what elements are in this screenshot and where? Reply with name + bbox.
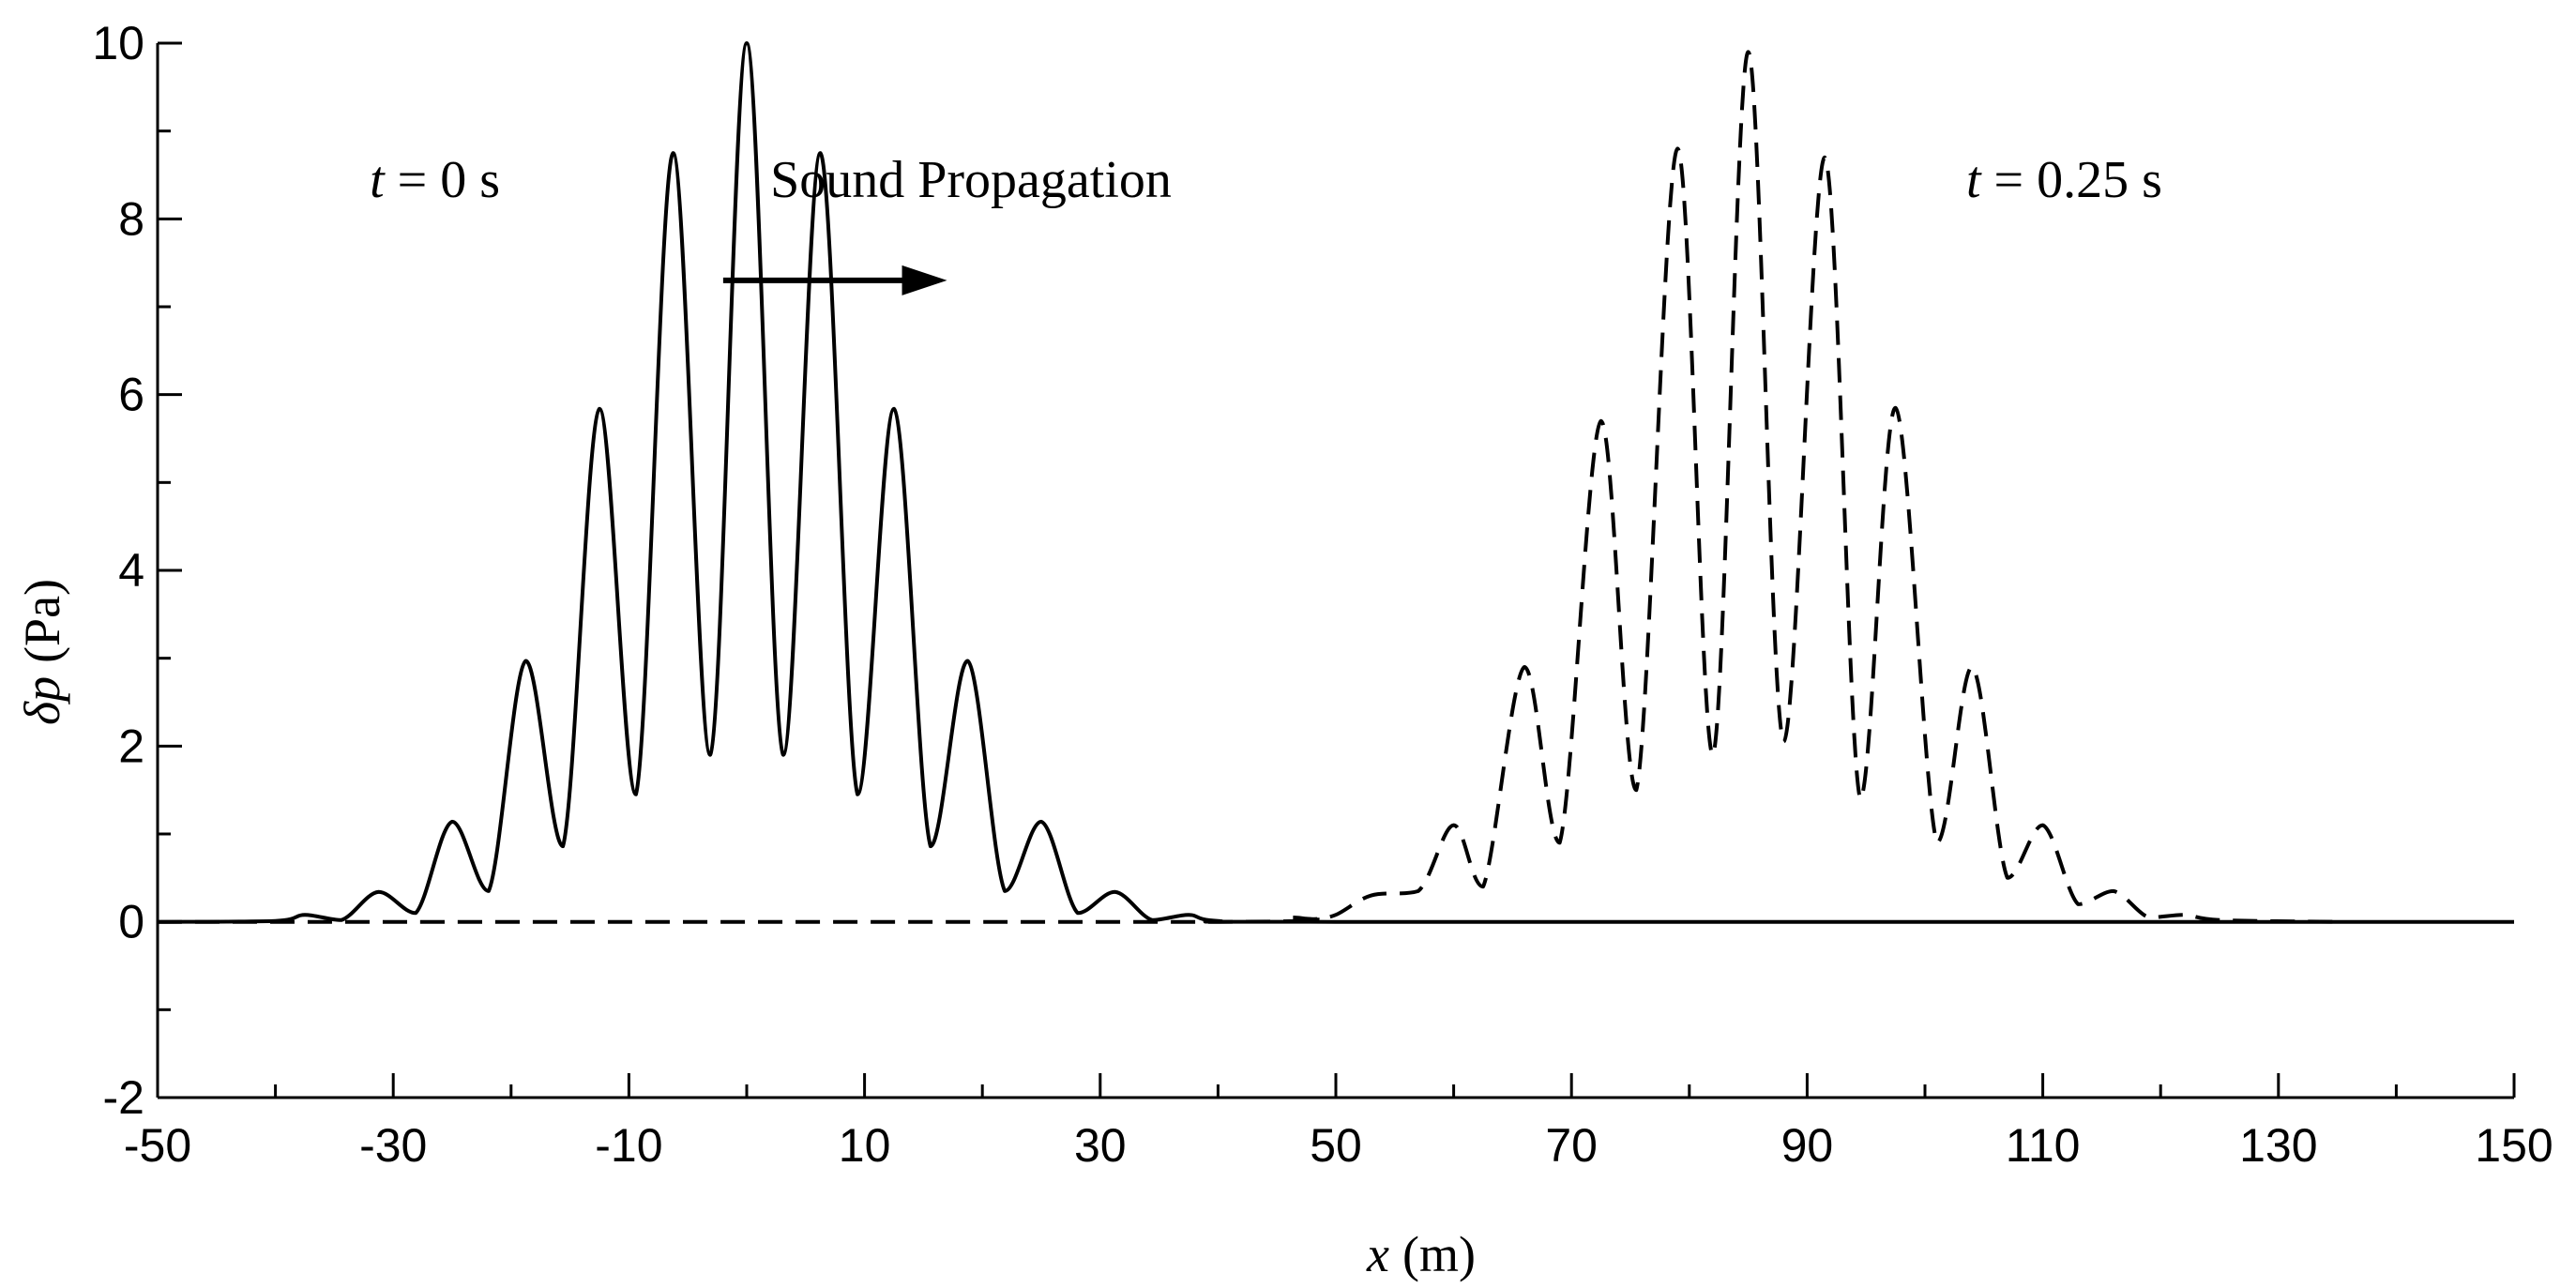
x-tick-label: 150 <box>2475 1119 2553 1172</box>
y-tick-label: 8 <box>118 192 144 245</box>
annotation-t025: t = 0.25 s <box>1966 151 2162 209</box>
y-tick-label: -2 <box>103 1071 144 1124</box>
y-tick-label: 0 <box>118 896 144 948</box>
y-tick-label: 2 <box>118 720 144 772</box>
y-axis-symbol: δp <box>14 676 70 725</box>
x-tick-label: 30 <box>1074 1119 1127 1172</box>
annotation-sound-propagation: Sound Propagation <box>770 151 1172 209</box>
x-tick-labels: -50 -30 -10 10 30 50 70 90 110 130 150 <box>124 1119 2553 1172</box>
y-tick-label: 6 <box>118 369 144 421</box>
y-axis-unit: (Pa) <box>14 579 70 663</box>
y-tick-label: 4 <box>118 544 144 597</box>
annotation-t0-symbol: t <box>370 151 386 209</box>
x-axis-ticks <box>156 1073 2516 1098</box>
x-axis-unit: (m) <box>1402 1226 1476 1282</box>
x-tick-label: -10 <box>595 1119 662 1172</box>
x-axis-title: x (m) <box>1366 1226 1476 1282</box>
x-tick-label: 110 <box>2006 1119 2081 1172</box>
series-solid-line <box>157 41 2514 924</box>
annotation-t025-symbol: t <box>1966 151 1982 209</box>
x-tick-label: -50 <box>124 1119 191 1172</box>
annotation-t0: t = 0 s <box>370 151 500 209</box>
y-tick-label: 10 <box>92 17 144 69</box>
x-tick-label: 70 <box>1545 1119 1598 1172</box>
y-axis-ticks <box>158 41 182 1099</box>
annotation-t025-text: = 0.25 s <box>1981 151 2162 209</box>
plot-lines <box>157 41 2514 924</box>
propagation-arrow-head <box>902 265 947 295</box>
x-tick-label: 130 <box>2239 1119 2317 1172</box>
series-dashed-line <box>157 50 2338 924</box>
x-tick-label: 90 <box>1781 1119 1834 1172</box>
x-axis-symbol: x <box>1366 1226 1389 1282</box>
x-tick-label: 50 <box>1310 1119 1362 1172</box>
x-tick-label: -30 <box>359 1119 427 1172</box>
x-tick-label: 10 <box>839 1119 891 1172</box>
y-axis-title: δp (Pa) <box>14 579 70 725</box>
y-tick-labels: -2 0 2 4 6 8 10 <box>92 17 144 1124</box>
annotation-t0-text: = 0 s <box>385 151 500 209</box>
